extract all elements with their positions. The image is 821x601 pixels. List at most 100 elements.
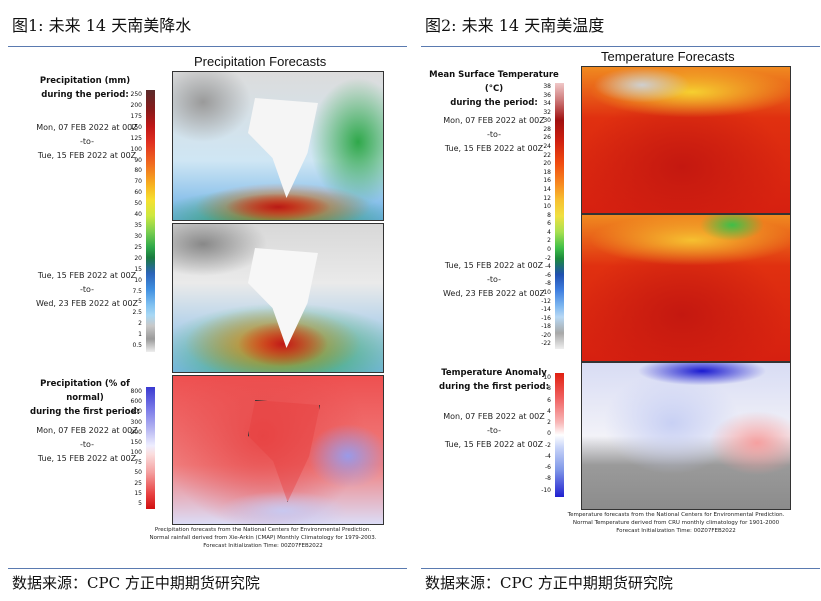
colorbar-tick: 30 <box>543 117 551 125</box>
colorbar-tick: -4 <box>545 263 551 271</box>
colorbar-tick: 70 <box>134 178 142 186</box>
footnote: Precipitation forecasts from the Nationa… <box>128 526 398 550</box>
footnote-line: Forecast Initialization Time: 00Z07FEB20… <box>616 528 736 534</box>
colorbar-tick: 8 <box>547 211 551 219</box>
india-landmass <box>248 98 318 198</box>
india-outline <box>248 400 320 502</box>
colorbar-tick: -8 <box>545 280 551 288</box>
colorbar-tick: 175 <box>130 112 142 120</box>
colorbar-tick: 2.5 <box>132 309 142 317</box>
colorbar-tick: -6 <box>545 464 551 472</box>
period-to: -to- <box>80 285 94 294</box>
colorbar-tick: 6 <box>547 220 551 228</box>
colorbar-tick: -14 <box>541 306 551 314</box>
temp-map-period-2 <box>581 214 791 362</box>
period-1-label: Mon, 07 FEB 2022 at 00Z -to- Tue, 15 FEB… <box>429 114 559 156</box>
precip-colorbar <box>146 90 155 352</box>
precip-map-period-1 <box>172 71 384 221</box>
period-to: -to- <box>80 137 94 146</box>
colorbar-tick: 150 <box>130 123 142 131</box>
period-start: Tue, 15 FEB 2022 at 00Z <box>37 271 137 280</box>
colorbar-tick: 50 <box>134 200 142 208</box>
colorbar-tick: 300 <box>130 418 142 426</box>
colorbar-tick: 25 <box>134 479 142 487</box>
anomaly-label: Temperature Anomaly during the first per… <box>429 366 559 394</box>
anomaly-label-line2: during the first period: <box>29 407 141 417</box>
colorbar-tick: 0.5 <box>132 342 142 350</box>
period-3-label: Mon, 07 FEB 2022 at 00Z -to- Tue, 15 FEB… <box>429 410 559 452</box>
colorbar-tick: 8 <box>547 385 551 393</box>
precip-label-line2: during the period: <box>41 90 129 100</box>
precip-anomaly-map <box>172 375 384 525</box>
colorbar-tick: 10 <box>134 276 142 284</box>
colorbar-tick: 90 <box>134 156 142 164</box>
period-start: Mon, 07 FEB 2022 at 00Z <box>443 116 545 125</box>
figure-1-title: 图1: 未来 14 天南美降水 <box>12 16 192 35</box>
colorbar-tick: 12 <box>543 194 551 202</box>
period-2-label: Tue, 15 FEB 2022 at 00Z -to- Wed, 23 FEB… <box>429 259 559 301</box>
colorbar-tick: -4 <box>545 452 551 460</box>
colorbar-tick: 600 <box>130 398 142 406</box>
divider-bottom <box>421 568 820 569</box>
colorbar-tick: 125 <box>130 134 142 142</box>
footnote-line: Normal rainfall derived from Xie-Arkin (… <box>149 535 377 541</box>
colorbar-tick: 14 <box>543 185 551 193</box>
colorbar-tick: 15 <box>134 265 142 273</box>
colorbar-tick: 200 <box>130 428 142 436</box>
colorbar-tick: 2 <box>138 320 142 328</box>
colorbar-tick: 50 <box>134 469 142 477</box>
temp-label-line1: Mean Surface Temperature (°C) <box>429 70 559 94</box>
colorbar-tick: 25 <box>134 243 142 251</box>
colorbar-tick: 200 <box>130 101 142 109</box>
colorbar-tick: 4 <box>547 228 551 236</box>
figure-2-panel: 图2: 未来 14 天南美温度 Temperature Forecasts Me… <box>421 0 820 601</box>
period-3-label: Mon, 07 FEB 2022 at 00Z -to- Tue, 15 FEB… <box>22 424 152 466</box>
colorbar-tick: 0 <box>547 246 551 254</box>
anomaly-colorbar <box>146 387 155 509</box>
period-to: -to- <box>487 426 501 435</box>
colorbar-tick: 100 <box>130 449 142 456</box>
colorbar-tick: 1 <box>138 331 142 339</box>
anomaly-label-line1: Temperature Anomaly <box>441 368 547 378</box>
divider-top <box>8 46 407 47</box>
temp-label-line2: during the period: <box>450 98 538 108</box>
colorbar-tick: -22 <box>541 340 551 348</box>
period-start: Mon, 07 FEB 2022 at 00Z <box>443 412 545 421</box>
period-start: Mon, 07 FEB 2022 at 00Z <box>36 426 138 435</box>
colorbar-tick: 24 <box>543 143 551 151</box>
temp-map-period-1 <box>581 66 791 214</box>
colorbar-tick: 400 <box>130 408 142 416</box>
colorbar-tick: 6 <box>547 396 551 404</box>
colorbar-tick: -16 <box>541 314 551 322</box>
anomaly-label-line2: during the first period: <box>438 382 550 392</box>
colorbar-tick: 4 <box>547 407 551 415</box>
source-note: 数据来源：CPC 方正中期期货研究院 <box>425 574 673 592</box>
chart-title: Precipitation Forecasts <box>194 54 327 69</box>
colorbar-tick: 18 <box>543 168 551 176</box>
colorbar-tick: 20 <box>134 254 142 262</box>
period-2-label: Tue, 15 FEB 2022 at 00Z -to- Wed, 23 FEB… <box>22 269 152 311</box>
period-end: Wed, 23 FEB 2022 at 00Z <box>35 299 139 308</box>
footnote-line: Forecast Initialization Time: 00Z07FEB20… <box>203 543 323 549</box>
footnote: Temperature forecasts from the National … <box>541 511 811 535</box>
colorbar-tick: 2 <box>547 237 551 245</box>
colorbar-tick: 100 <box>130 145 142 153</box>
colorbar-tick: 800 <box>130 388 142 395</box>
figure-1-panel: 图1: 未来 14 天南美降水 Precipitation Forecasts … <box>8 0 407 601</box>
period-start: Tue, 15 FEB 2022 at 00Z <box>444 261 544 270</box>
colorbar-tick: -2 <box>545 441 551 449</box>
precip-label: Precipitation (mm) during the period: <box>30 74 140 102</box>
colorbar-tick: 150 <box>130 438 142 446</box>
colorbar-tick: 38 <box>543 83 551 90</box>
colorbar-tick: 22 <box>543 151 551 159</box>
colorbar-tick: -20 <box>541 331 551 339</box>
india-landmass <box>248 248 318 348</box>
colorbar-tick: 30 <box>134 232 142 240</box>
footnote-line: Precipitation forecasts from the Nationa… <box>154 527 372 533</box>
colorbar-tick: -8 <box>545 475 551 483</box>
colorbar-tick: 2 <box>547 419 551 427</box>
colorbar-tick: 10 <box>543 203 551 211</box>
precip-label-line1: Precipitation (mm) <box>39 76 131 86</box>
period-end: Wed, 23 FEB 2022 at 00Z <box>442 289 546 298</box>
divider-bottom <box>8 568 407 569</box>
